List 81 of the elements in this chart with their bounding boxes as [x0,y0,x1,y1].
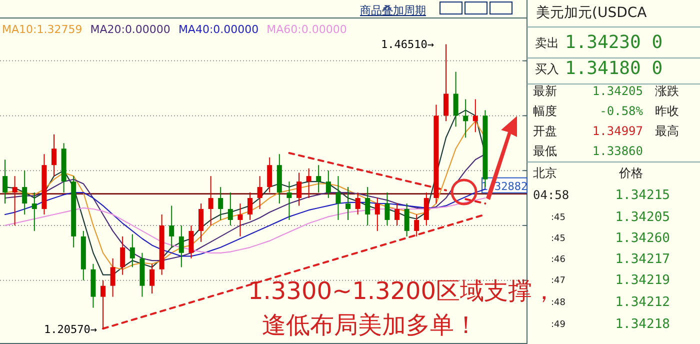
candlestick [355,192,360,215]
text: :47 [551,276,566,286]
candlestick [306,168,312,199]
candlestick [414,214,420,237]
text: 1.34205 [592,84,643,98]
candlestick [286,181,292,220]
text: 最低 [533,144,557,158]
text: 昨收 [655,104,679,118]
text: :46 [551,255,566,265]
candlestick [257,176,262,210]
text: 最高 [655,124,679,138]
candlestick [316,164,322,194]
text: 1.34180 0 [565,58,663,79]
candlestick [326,170,331,199]
candlestick [374,198,380,232]
candlestick [444,44,448,122]
candlestick [22,170,28,215]
text: 1.34219 [615,273,670,288]
candlestick [238,203,243,237]
candlestick [404,203,410,237]
candlestick [394,203,400,226]
text: MA40:0.00000 [178,23,259,36]
candlestick [169,205,174,248]
candlestick [267,156,272,194]
candlestick [208,176,214,226]
text: 1.34212 [615,295,670,310]
candlestick [100,280,106,330]
text: 1.34217 [615,252,670,267]
text: :45 [551,213,566,223]
text: 商品叠加 [360,4,404,17]
text: 04:58 [533,188,570,202]
candlestick [453,71,458,128]
candlestick [424,192,429,226]
candlestick [384,192,390,226]
candlestick [178,224,184,268]
candlestick [198,203,204,242]
text: MA20:0.00000 [90,23,170,36]
text: 1.34215 [615,188,670,203]
text: -0.58% [600,104,644,118]
candlestick [150,263,154,294]
candlestick [32,192,37,232]
text: MA60:0.00000 [266,23,347,36]
text: 卖出 [535,36,559,50]
text: 周期 [404,4,426,17]
text: :45 [551,234,566,244]
text: 北京 [533,166,557,180]
text: 美元加元(USDCA [536,5,648,21]
text: 1.34218 [615,317,670,332]
text: :48 [551,298,566,308]
text: 买入 [535,62,559,76]
candlestick [120,236,126,276]
candlestick [188,224,194,259]
text: 幅度 [533,104,557,118]
text: 1.33860 [592,144,643,158]
annotation: 1.46510→ [381,38,434,52]
candlestick [12,176,18,226]
text: 1.34260 [615,231,670,246]
text: 价格 [618,166,643,180]
text: 开盘 [533,124,557,138]
text: 涨跌 [655,84,679,98]
text: 最新 [533,84,557,98]
candlestick [248,192,252,220]
candlestick [336,176,341,220]
candlestick [218,186,224,220]
text: :49 [551,320,566,330]
candlestick [296,172,302,206]
candlestick [130,234,135,268]
candlestick [463,98,468,138]
candlestick [346,186,350,220]
text: MA10:1.32759 [2,23,82,36]
candlestick [2,159,8,204]
candlestick [365,186,370,226]
candlestick [110,258,116,298]
text: 1.34205 [615,210,670,225]
annotation: 1.20570→ [44,322,98,336]
candlestick [472,98,478,133]
annotation: 逢低布局美加多单！ [262,311,478,339]
candlestick [228,192,233,226]
candlestick [52,134,56,177]
text: 1.34230 0 [565,32,663,53]
text: 1.34997 [592,124,643,138]
